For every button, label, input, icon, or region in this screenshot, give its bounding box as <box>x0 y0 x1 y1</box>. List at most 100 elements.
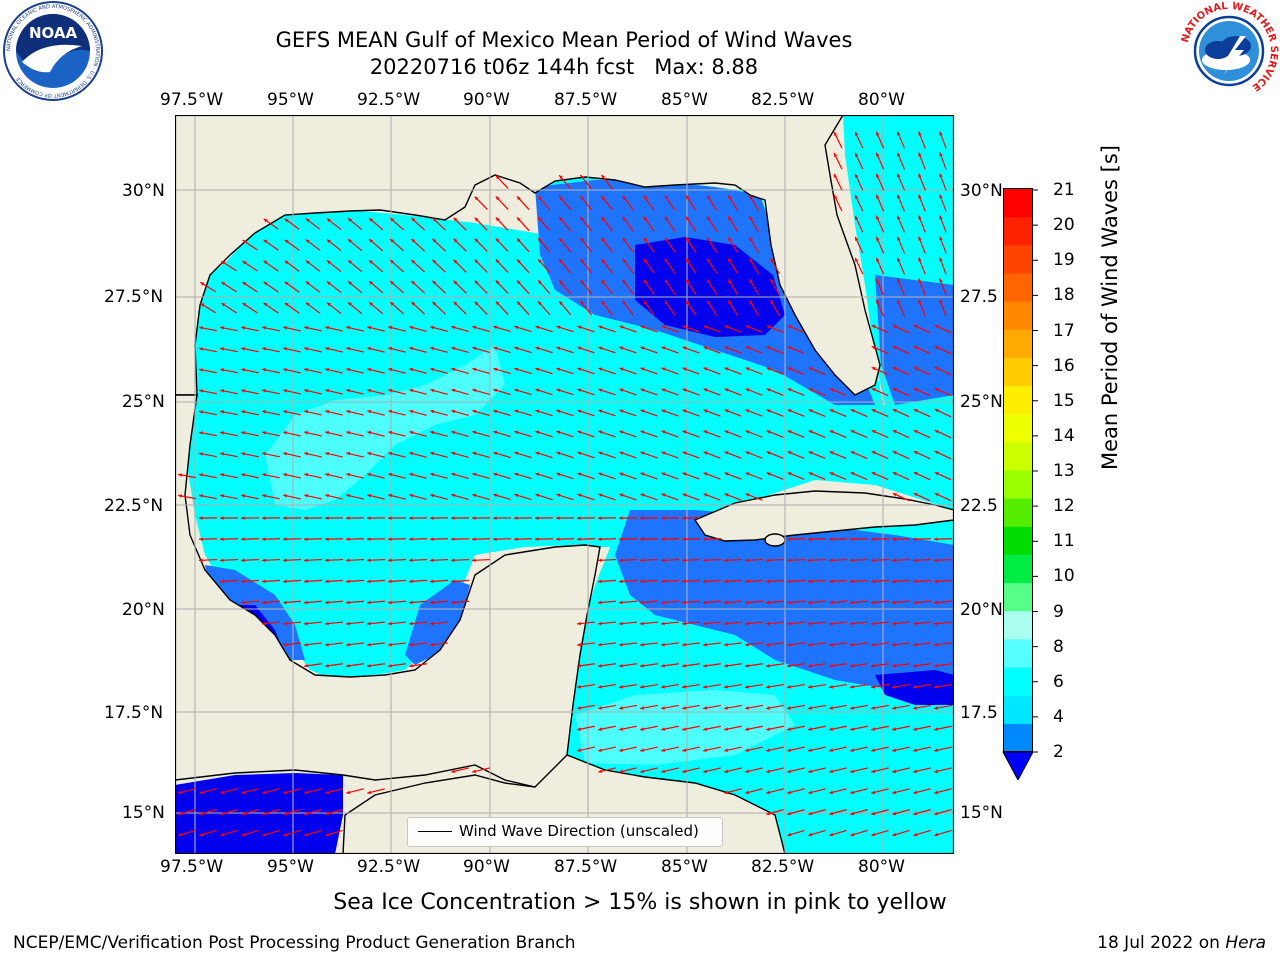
wave-direction-arrowhead <box>241 811 246 816</box>
wave-direction-arrowhead <box>283 473 288 477</box>
wave-direction-arrowhead <box>892 325 897 329</box>
wave-direction-arrowhead <box>661 325 666 329</box>
wave-direction-arrowhead <box>559 280 563 285</box>
wave-direction-arrowhead <box>682 388 687 392</box>
wave-direction-arrowhead <box>304 473 309 477</box>
wave-direction-arrowhead <box>913 790 918 795</box>
wave-direction-arrowhead <box>934 706 938 710</box>
wave-direction-arrowhead <box>640 388 645 392</box>
wave-direction-arrowhead <box>326 260 331 265</box>
wave-direction-arrowhead <box>934 600 938 605</box>
wave-direction-arrowhead <box>432 217 437 222</box>
wave-direction-arrowhead <box>556 346 561 351</box>
wave-direction-arrowhead <box>892 621 896 626</box>
wave-direction-arrowhead <box>388 493 393 498</box>
wave-direction-arrowhead <box>640 430 645 434</box>
wave-direction-arrowhead <box>745 451 750 455</box>
wave-direction-arrowhead <box>241 473 246 477</box>
isle-of-youth <box>764 533 786 547</box>
wave-direction-arrowhead <box>262 600 266 605</box>
wave-direction-arrowhead <box>367 367 372 372</box>
wave-direction-arrowhead <box>284 302 289 307</box>
wave-direction-arrowhead <box>664 300 669 305</box>
lon-tick-label: 80°W <box>858 857 905 877</box>
wave-direction-arrowhead <box>516 259 521 264</box>
wave-direction-arrowhead <box>770 300 774 305</box>
wave-direction-arrowhead <box>707 300 711 305</box>
wave-direction-arrowhead <box>724 558 728 563</box>
wave-direction-arrowhead <box>850 811 855 816</box>
wave-direction-arrowhead <box>325 663 329 668</box>
wave-direction-arrowhead <box>601 237 606 242</box>
wave-direction-arrowhead <box>200 282 205 286</box>
wave-direction-arrowhead <box>577 727 582 731</box>
wave-direction-arrowhead <box>749 216 753 221</box>
wave-direction-arrowhead <box>850 748 855 752</box>
wave-direction-arrowhead <box>220 558 224 563</box>
wave-direction-arrowhead <box>284 260 289 265</box>
wave-direction-arrowhead <box>409 409 414 414</box>
colorbar-tick-label: 21 <box>1053 180 1075 200</box>
wave-direction-arrowhead <box>703 558 707 563</box>
wave-direction-arrowhead <box>640 537 644 541</box>
wave-direction-arrowhead <box>346 600 350 605</box>
wave-direction-arrowhead <box>808 706 812 710</box>
wave-direction-arrowhead <box>493 325 498 330</box>
colorbar-cell <box>1004 386 1032 415</box>
wave-direction-arrowhead <box>682 430 687 434</box>
wave-direction-arrowhead <box>199 368 203 372</box>
wave-direction-arrowhead <box>453 238 458 243</box>
wave-direction-arrowhead <box>577 409 582 414</box>
wave-direction-arrowhead <box>346 409 351 414</box>
wave-direction-arrowhead <box>409 600 413 605</box>
wave-direction-arrowhead <box>241 579 245 584</box>
wave-direction-arrowhead <box>535 367 540 372</box>
cuba-landmass <box>693 490 954 542</box>
wave-direction-arrowhead <box>514 537 518 541</box>
wave-direction-arrowhead <box>934 367 939 371</box>
wave-direction-arrowhead <box>580 300 584 305</box>
wave-direction-arrowhead <box>220 347 225 351</box>
wave-direction-arrowhead <box>619 451 624 455</box>
wave-direction-arrowhead <box>682 346 687 350</box>
wave-direction-arrowhead <box>643 258 648 263</box>
wave-direction-arrowhead <box>897 278 901 283</box>
colorbar-tick-label: 4 <box>1053 706 1064 727</box>
wave-direction-arrowhead <box>495 238 500 243</box>
wave-direction-arrowhead <box>559 259 563 264</box>
wave-direction-arrowhead <box>686 279 690 284</box>
wave-direction-arrowhead <box>766 558 770 563</box>
wave-direction-arrowhead <box>850 621 854 626</box>
wave-direction-arrowhead <box>682 748 687 752</box>
wave-direction-arrowhead <box>686 237 690 242</box>
wave-direction-arrowhead <box>745 388 750 392</box>
wave-direction-arrowhead <box>304 579 308 584</box>
wave-direction-arrowhead <box>850 558 854 563</box>
colorbar-tick-label: 8 <box>1053 636 1064 657</box>
wave-direction-arrowhead <box>892 832 897 837</box>
wave-direction-arrowhead <box>199 452 203 456</box>
lon-tick-label: 87.5°W <box>554 90 618 110</box>
wave-direction-arrowhead <box>367 472 372 477</box>
wave-direction-arrowhead <box>707 279 711 284</box>
wave-direction-arrowhead <box>850 832 855 837</box>
wave-direction-arrowhead <box>918 194 922 199</box>
wave-direction-arrowhead <box>749 279 753 284</box>
wave-direction-arrowhead <box>262 347 267 351</box>
wave-direction-arrowhead <box>745 600 749 605</box>
wave-direction-arrowhead <box>472 367 477 372</box>
wave-direction-arrowhead <box>892 346 897 350</box>
colorbar-tick-label: 12 <box>1053 496 1075 517</box>
wave-direction-arrowhead <box>200 303 205 307</box>
wave-direction-arrowhead <box>493 451 498 456</box>
wave-direction-arrowhead <box>871 409 876 413</box>
lat-tick-label: 22.5 <box>960 496 998 516</box>
wave-direction-arrowhead <box>745 769 750 774</box>
wave-direction-arrowhead <box>850 430 855 434</box>
wave-direction-arrowhead <box>829 706 833 710</box>
wave-direction-arrowhead <box>934 748 939 752</box>
wave-direction-arrowhead <box>346 367 351 372</box>
wave-direction-arrowhead <box>918 278 922 283</box>
lon-tick-label: 95°W <box>267 857 314 877</box>
wave-direction-arrowhead <box>388 537 392 541</box>
